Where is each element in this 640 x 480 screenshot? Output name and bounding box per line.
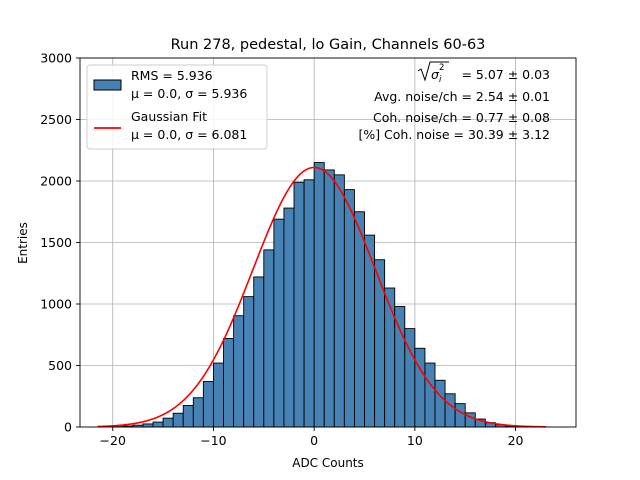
legend-fit-params: μ = 0.0, σ = 6.081 <box>131 127 247 142</box>
histogram-bar <box>454 403 466 428</box>
sigma-exponent: 2 <box>439 63 444 73</box>
histogram-bar <box>323 169 335 428</box>
legend-hist-swatch <box>93 79 122 91</box>
y-tick-label: 2000 <box>40 174 72 189</box>
x-tick-label: −20 <box>100 433 126 448</box>
histogram-bar <box>444 393 456 428</box>
sqrt-sign <box>417 61 449 82</box>
histogram-bar <box>182 405 194 428</box>
legend: RMS = 5.936 μ = 0.0, σ = 5.936 Gaussian … <box>86 64 268 150</box>
histogram-bar <box>162 417 174 428</box>
x-tick-label: −10 <box>200 433 226 448</box>
histogram-bar <box>343 189 355 428</box>
histogram-bar <box>333 174 345 428</box>
histogram-bar <box>394 306 406 428</box>
histogram-bar <box>374 259 386 428</box>
x-tick-label: 0 <box>310 433 318 448</box>
legend-hist-params: μ = 0.0, σ = 5.936 <box>131 86 247 101</box>
histogram-bar <box>414 347 426 428</box>
histogram-bar <box>223 337 235 428</box>
sigma-symbol: σ <box>431 67 440 82</box>
histogram-bar <box>202 381 214 428</box>
x-tick-label: 20 <box>508 433 524 448</box>
histogram-bar <box>434 379 446 428</box>
y-axis-label: Entries <box>16 222 30 264</box>
histogram-bar <box>273 218 285 428</box>
histogram-bar <box>424 362 436 428</box>
sigma-subscript: i <box>439 75 442 85</box>
histogram-bars <box>112 162 547 428</box>
axis-ticks: −20 −10 0 10 20 0 500 1000 1500 2000 2500 3000 <box>40 51 523 449</box>
histogram-bar <box>313 162 325 428</box>
histogram-bar <box>353 211 365 428</box>
chart-title: Run 278, pedestal, lo Gain, Channels 60-… <box>171 37 486 53</box>
y-tick-label: 2500 <box>40 112 72 127</box>
legend-fit-label: Gaussian Fit <box>131 109 207 124</box>
histogram-bar <box>293 181 305 428</box>
y-tick-label: 1000 <box>40 297 72 312</box>
histogram-bar <box>303 179 315 428</box>
histogram-bar <box>172 412 184 428</box>
histogram-bar <box>212 362 224 428</box>
histogram-bar <box>253 276 265 428</box>
histogram-bar <box>152 421 164 428</box>
avg-noise-label: Avg. noise/ch = 2.54 ± 0.01 <box>374 89 550 104</box>
y-tick-label: 1500 <box>40 235 72 250</box>
histogram-bar <box>233 315 245 428</box>
y-tick-label: 500 <box>48 358 72 373</box>
gaussian-fit-curve <box>97 166 546 428</box>
legend-hist-label: RMS = 5.936 <box>131 68 213 83</box>
y-tick-label: 3000 <box>40 51 72 66</box>
coh-noise-pct-label: [%] Coh. noise = 30.39 ± 3.12 <box>358 127 550 142</box>
legend-frame <box>86 64 268 150</box>
y-tick-label: 0 <box>64 420 72 435</box>
coh-noise-label: Coh. noise/ch = 0.77 ± 0.08 <box>373 110 550 125</box>
noise-annotations: σ 2 i = 5.07 ± 0.03 Avg. noise/ch = 2.54… <box>358 61 550 142</box>
total-noise-value: = 5.07 ± 0.03 <box>461 67 550 82</box>
x-tick-label: 10 <box>407 433 423 448</box>
total-noise-symbol: σ 2 i <box>417 61 449 85</box>
histogram-bar <box>142 423 154 428</box>
histogram-bar <box>384 287 396 428</box>
histogram-bar <box>263 249 275 428</box>
histogram-bar <box>243 296 255 428</box>
histogram-bar <box>192 397 204 428</box>
histogram-bar <box>283 207 295 428</box>
x-axis-label: ADC Counts <box>292 456 364 470</box>
